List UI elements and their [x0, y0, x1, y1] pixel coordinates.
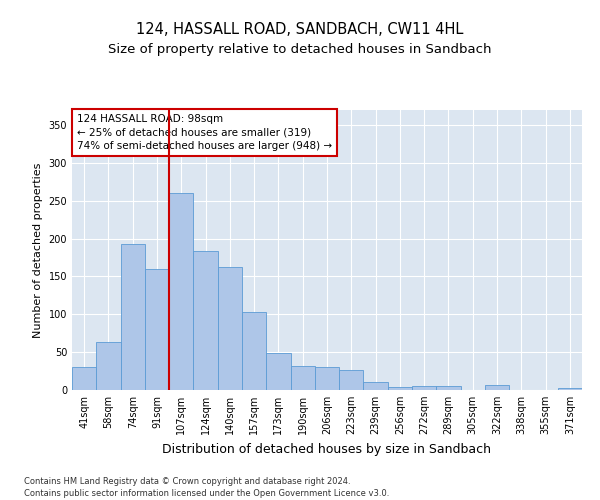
Bar [169, 193, 193, 390]
X-axis label: Distribution of detached houses by size in Sandbach: Distribution of detached houses by size … [163, 442, 491, 456]
Bar [121, 244, 145, 390]
Bar [315, 368, 339, 390]
Bar [436, 386, 461, 390]
Bar [388, 387, 412, 390]
Bar [364, 382, 388, 390]
Bar [412, 386, 436, 390]
Text: 124 HASSALL ROAD: 98sqm
← 25% of detached houses are smaller (319)
74% of semi-d: 124 HASSALL ROAD: 98sqm ← 25% of detache… [77, 114, 332, 150]
Bar [266, 353, 290, 390]
Bar [145, 269, 169, 390]
Bar [72, 368, 96, 390]
Bar [242, 312, 266, 390]
Bar [218, 266, 242, 390]
Bar [339, 370, 364, 390]
Bar [96, 342, 121, 390]
Text: Size of property relative to detached houses in Sandbach: Size of property relative to detached ho… [108, 42, 492, 56]
Bar [193, 251, 218, 390]
Bar [558, 388, 582, 390]
Bar [290, 366, 315, 390]
Y-axis label: Number of detached properties: Number of detached properties [33, 162, 43, 338]
Bar [485, 386, 509, 390]
Text: Contains HM Land Registry data © Crown copyright and database right 2024.
Contai: Contains HM Land Registry data © Crown c… [24, 476, 389, 498]
Text: 124, HASSALL ROAD, SANDBACH, CW11 4HL: 124, HASSALL ROAD, SANDBACH, CW11 4HL [136, 22, 464, 38]
